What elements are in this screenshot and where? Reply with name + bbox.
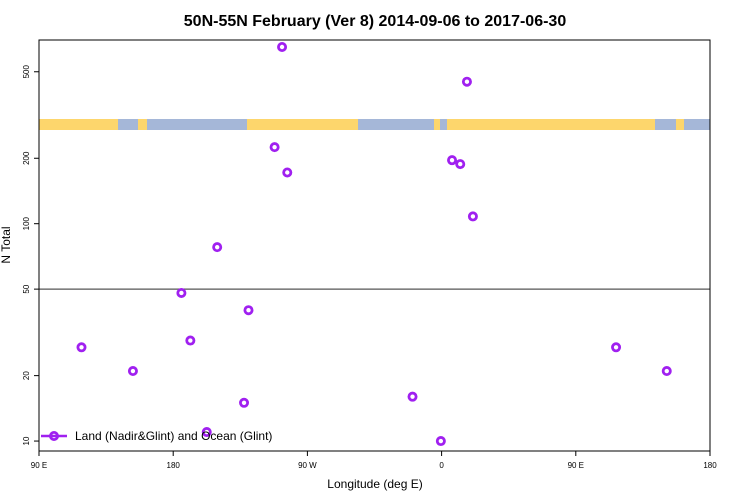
data-point xyxy=(127,366,138,377)
x-tick-label: 180 xyxy=(167,461,181,470)
data-point xyxy=(239,397,250,408)
plot-area xyxy=(38,39,711,452)
x-axis: 90 E 180 90 W 0 90 E 180 xyxy=(31,451,717,470)
land-segment xyxy=(434,119,440,130)
data-point xyxy=(407,391,418,402)
x-tick-label: 180 xyxy=(703,461,717,470)
data-point xyxy=(277,41,288,52)
chart-title: 50N-55N February (Ver 8) 2014-09-06 to 2… xyxy=(184,13,567,30)
data-point xyxy=(185,335,196,346)
data-point xyxy=(447,155,458,166)
x-tick-label: 0 xyxy=(439,461,444,470)
data-point xyxy=(243,305,254,316)
data-point xyxy=(461,76,472,87)
y-tick-label: 200 xyxy=(22,151,31,165)
data-point xyxy=(201,427,212,438)
legend-marker xyxy=(49,430,60,441)
data-point xyxy=(76,342,87,353)
x-tick-label: 90 E xyxy=(568,461,584,470)
data-point xyxy=(455,159,466,170)
land-segment xyxy=(138,119,147,130)
land-segment xyxy=(676,119,684,130)
data-point xyxy=(435,436,446,447)
x-tick-label: 90 W xyxy=(298,461,317,470)
y-axis: 10 20 50 100 200 500 xyxy=(22,65,39,446)
data-point xyxy=(661,366,672,377)
land-segment xyxy=(39,119,118,130)
y-tick-label: 100 xyxy=(22,216,31,230)
y-tick-label: 10 xyxy=(22,436,31,445)
data-point xyxy=(176,287,187,298)
y-tick-label: 500 xyxy=(22,65,31,79)
data-point xyxy=(212,242,223,253)
y-tick-label: 20 xyxy=(22,371,31,380)
legend: Land (Nadir&Glint) and Ocean (Glint) xyxy=(41,429,272,443)
data-point xyxy=(611,342,622,353)
data-points xyxy=(76,41,672,447)
land-segment xyxy=(447,119,655,130)
data-point xyxy=(467,211,478,222)
ocean-band xyxy=(39,119,710,130)
x-axis-label: Longitude (deg E) xyxy=(327,477,422,491)
data-point xyxy=(269,142,280,153)
x-tick-label: 90 E xyxy=(31,461,47,470)
y-tick-label: 50 xyxy=(22,284,31,293)
data-point xyxy=(282,167,293,178)
y-axis-label: N Total xyxy=(0,226,13,263)
land-segment xyxy=(247,119,358,130)
land-ocean-band xyxy=(39,119,710,130)
legend-label: Land (Nadir&Glint) and Ocean (Glint) xyxy=(75,429,272,443)
